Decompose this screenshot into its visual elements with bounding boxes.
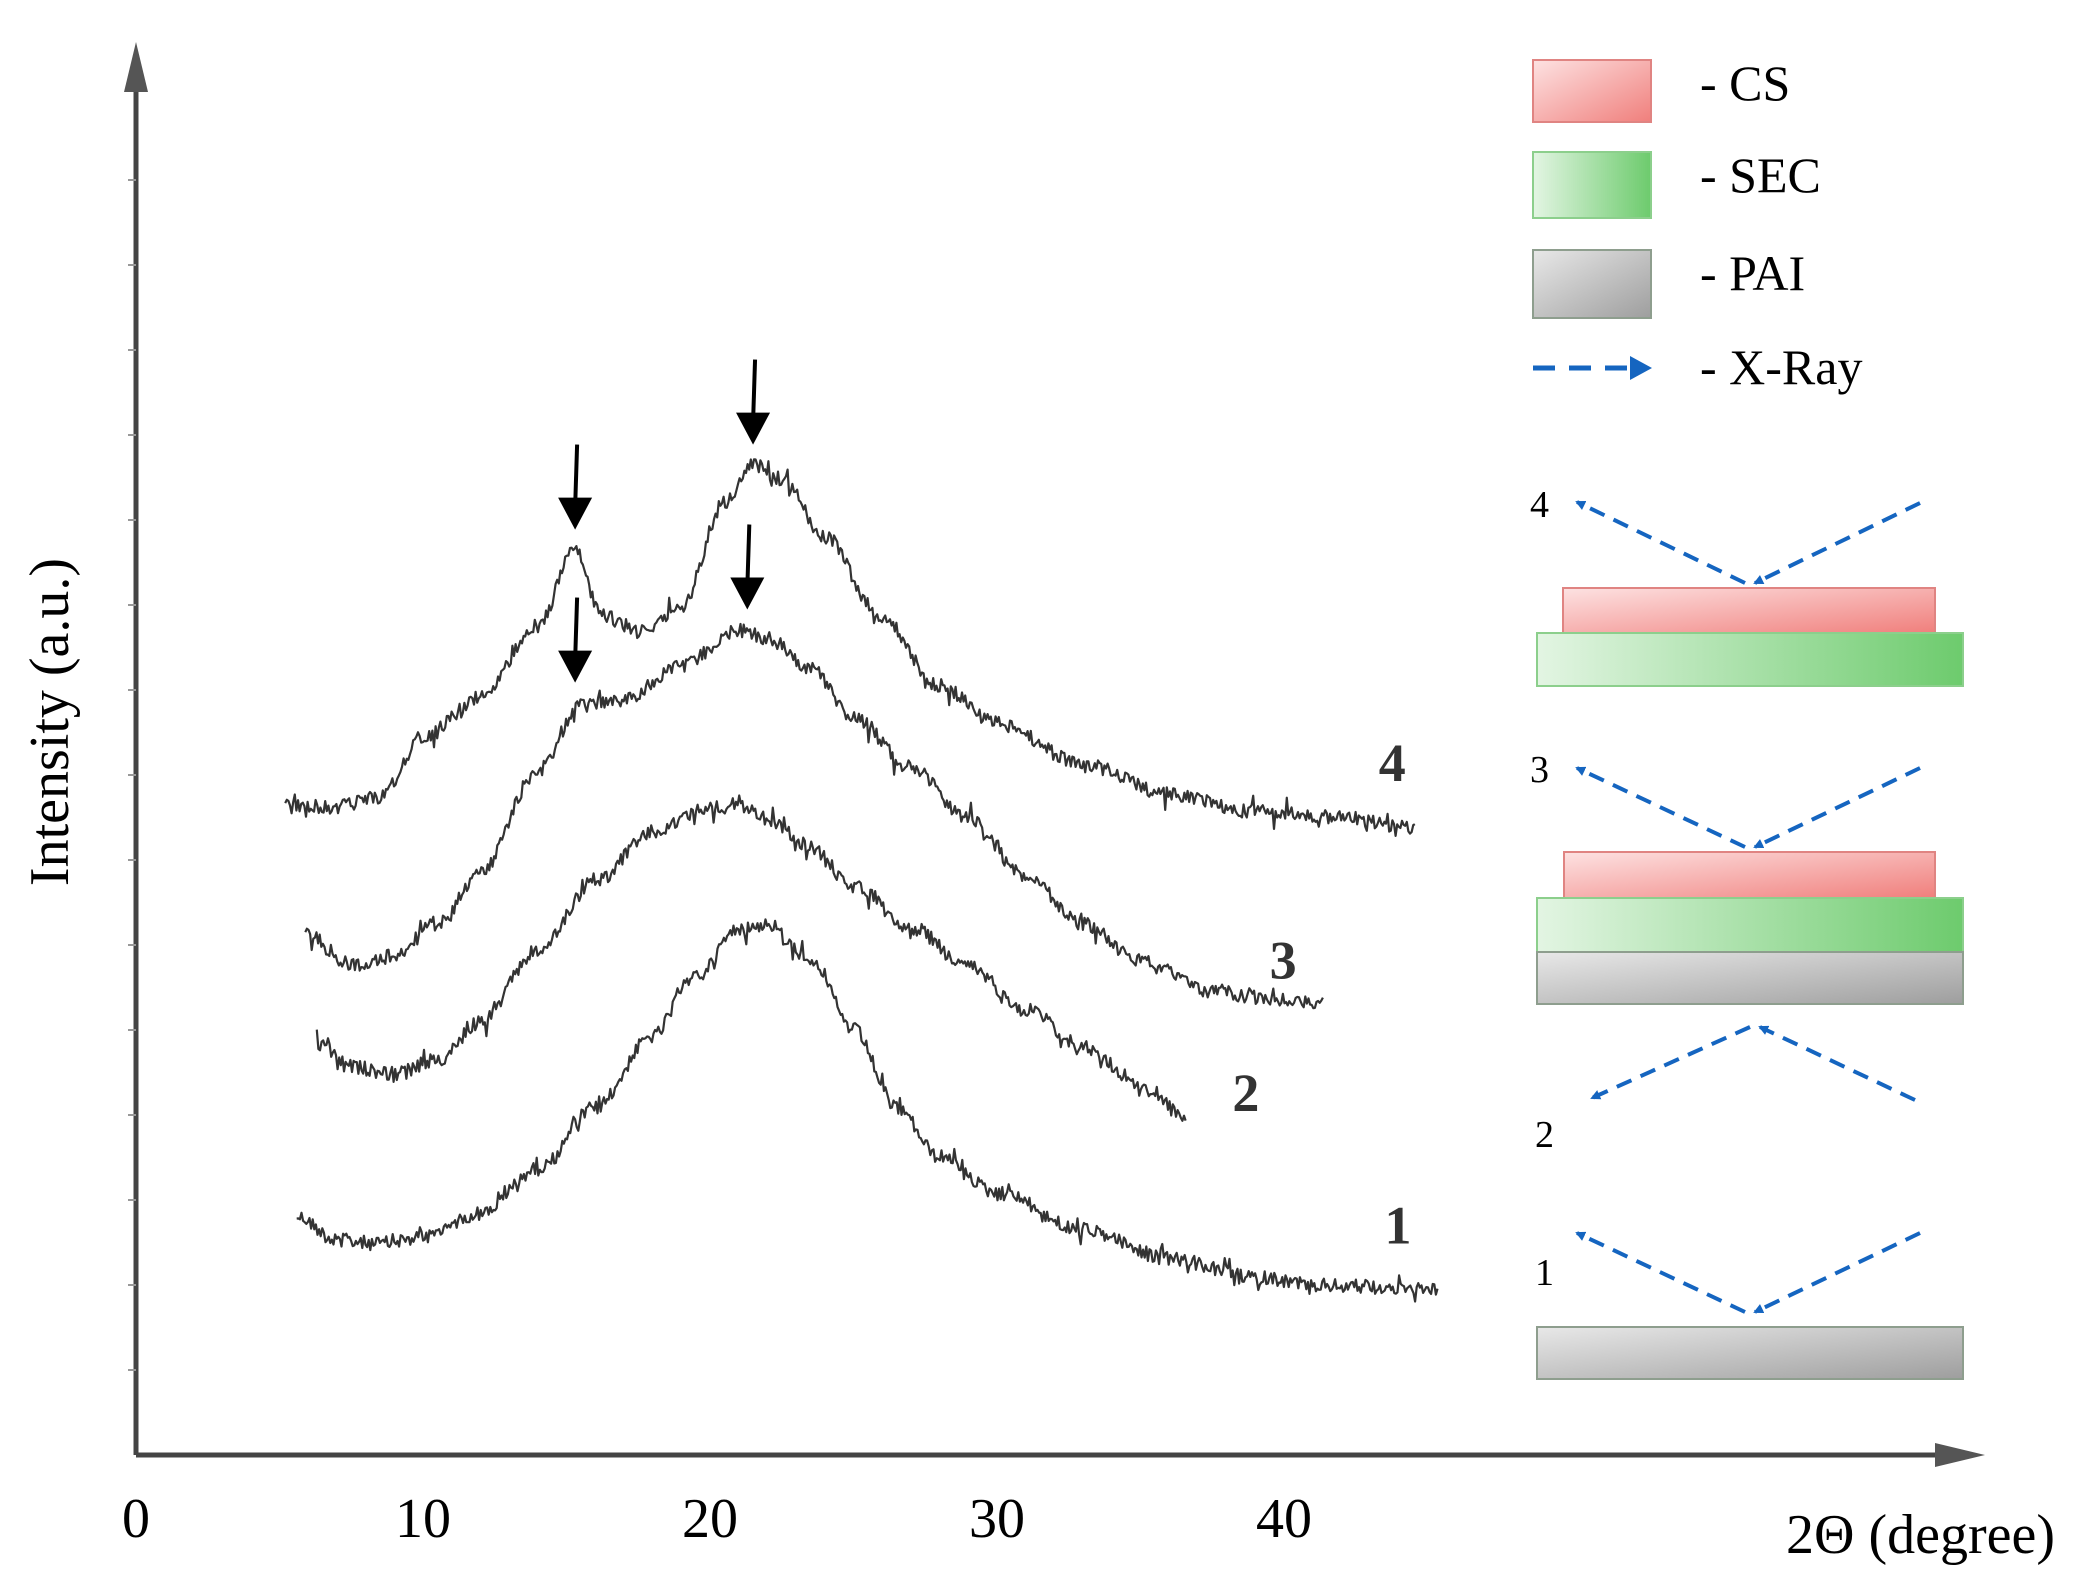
peak-arrow-shaft — [745, 524, 752, 588]
x-axis-title: 2Θ (degree) — [1786, 1504, 2055, 1566]
legend-label-cs: - CS — [1700, 55, 1790, 111]
scheme-sample-1: 1 — [1535, 1231, 1964, 1380]
xray-incident-2 — [1758, 1025, 1916, 1102]
peak-arrow-head — [558, 497, 593, 530]
xray-incident-1 — [1753, 1231, 1921, 1314]
xray-incident-4 — [1753, 501, 1921, 585]
series-3-line — [304, 622, 1324, 1010]
curve-label-4: 4 — [1379, 733, 1406, 793]
xray-reflected-3 — [1575, 766, 1746, 849]
curve-label-2: 2 — [1232, 1063, 1259, 1123]
y-axis-arrow — [124, 42, 148, 92]
x-axis-arrow — [1935, 1443, 1985, 1467]
peak-arrow-head — [730, 577, 765, 610]
legend-label-xray: - X-Ray — [1700, 339, 1862, 395]
scheme-number-3: 3 — [1530, 749, 1549, 791]
peak-arrows — [558, 359, 771, 683]
curve-label-3: 3 — [1270, 930, 1297, 990]
x-tick-labels: 0 10 20 30 40 — [122, 1488, 1312, 1550]
legend-label-sec: - SEC — [1700, 147, 1821, 203]
xray-swatch-head — [1630, 356, 1652, 380]
legend-item-sec: - SEC — [1532, 147, 1821, 219]
series-1-line — [296, 918, 1439, 1303]
scheme-number-4: 4 — [1530, 484, 1549, 526]
sec-swatch — [1532, 151, 1652, 219]
xray-reflected-4 — [1575, 500, 1746, 585]
scheme-sample-2: 2 — [1535, 1025, 1916, 1156]
xray-incident-3 — [1753, 766, 1921, 849]
cs-layer-3 — [1563, 851, 1936, 899]
y-axis-title: Intensity (a.u.) — [19, 558, 81, 886]
cs-layer-4 — [1562, 587, 1936, 634]
x-tick-label-30: 30 — [969, 1488, 1025, 1550]
peak-arrow-head — [558, 650, 593, 683]
xray-reflected-1 — [1575, 1231, 1746, 1314]
series-layer — [284, 458, 1439, 1303]
scheme-sample-4: 4 — [1530, 484, 1964, 687]
curve-label-1: 1 — [1384, 1196, 1411, 1256]
peak-arrow-shaft — [751, 359, 758, 423]
x-tick-label-0: 0 — [122, 1488, 150, 1550]
peak-arrow-3 — [558, 597, 593, 683]
y-tick-marks — [128, 179, 136, 1371]
legend-item-cs: - CS — [1532, 55, 1790, 123]
legend: - CS - SEC - PAI - X-Ray — [1532, 55, 1862, 395]
peak-arrow-shaft — [573, 597, 580, 661]
sec-layer-4 — [1536, 632, 1964, 687]
pai-layer-1 — [1536, 1326, 1964, 1380]
x-tick-label-40: 40 — [1256, 1488, 1312, 1550]
pai-layer-3 — [1536, 951, 1964, 1005]
sec-layer-3 — [1536, 897, 1964, 953]
scheme-number-1: 1 — [1535, 1252, 1554, 1294]
peak-arrow-4 — [558, 444, 593, 530]
legend-item-xray: - X-Ray — [1533, 339, 1862, 395]
pai-swatch — [1532, 249, 1652, 319]
x-tick-label-10: 10 — [395, 1488, 451, 1550]
sample-schemes: 4 3 2 1 — [1530, 484, 1964, 1380]
scheme-sample-3: 3 — [1530, 749, 1964, 1005]
peak-arrow-3 — [730, 524, 765, 610]
scheme-number-2: 2 — [1535, 1114, 1554, 1156]
legend-label-pai: - PAI — [1700, 245, 1805, 301]
peak-arrow-4 — [736, 359, 771, 445]
peak-arrow-shaft — [573, 444, 580, 508]
series-4-line — [284, 458, 1416, 838]
curve-labels: 1 2 3 4 — [1232, 733, 1411, 1255]
peak-arrow-head — [736, 412, 771, 445]
axes — [124, 42, 1985, 1467]
x-tick-label-20: 20 — [682, 1488, 738, 1550]
xray-reflected-2 — [1590, 1025, 1751, 1100]
cs-swatch — [1532, 59, 1652, 123]
series-2-line — [315, 794, 1187, 1122]
legend-item-pai: - PAI — [1532, 245, 1805, 319]
